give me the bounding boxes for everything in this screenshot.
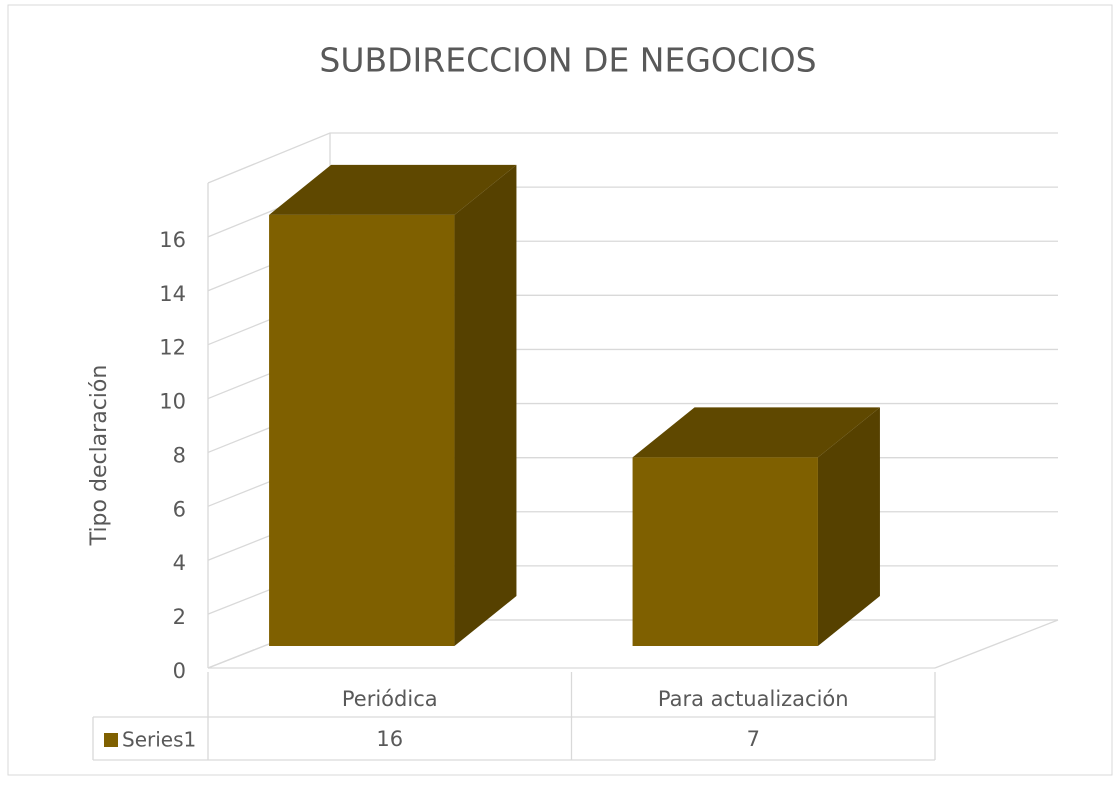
chart-title: SUBDIRECCION DE NEGOCIOS [319,41,816,80]
y-tick-label: 6 [173,497,186,521]
bar-front [632,457,818,646]
bar-side [454,164,517,646]
y-tick-label: 2 [173,605,186,629]
table-value: 7 [747,727,760,751]
y-tick-label: 14 [159,282,186,306]
legend-label: Series1 [122,728,196,752]
y-axis-title: Tipo declaración [87,365,112,547]
table-value: 16 [376,727,403,751]
x-tick-label: Para actualización [658,687,849,711]
floor-edge [934,619,1059,669]
bar-front [269,214,455,646]
y-tick-label: 16 [159,228,186,252]
bar-top [269,164,517,215]
bar [632,407,880,646]
y-tick-label: 8 [173,443,186,467]
y-tick-label: 12 [159,336,186,360]
y-tick-label: 0 [173,659,186,683]
y-tick-label: 10 [159,390,186,414]
bar [269,164,517,646]
bar-side [817,407,880,646]
y-tick-label: 4 [173,551,186,575]
x-tick-label: Periódica [342,687,438,711]
bar-top [632,407,880,458]
legend-swatch [104,733,118,747]
